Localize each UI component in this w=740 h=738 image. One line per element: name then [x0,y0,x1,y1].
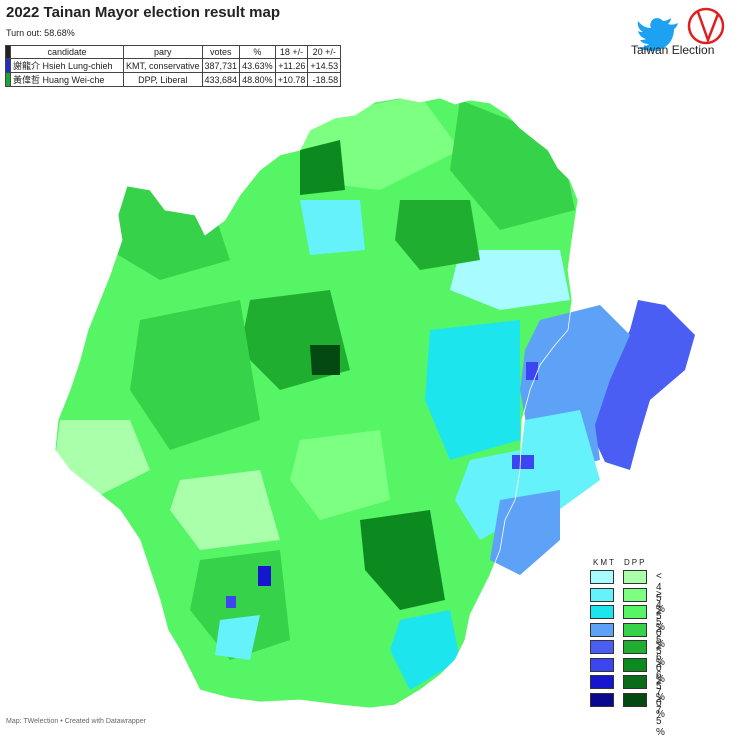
legend-label: ≥ 6 5 % [656,658,666,703]
city-kmt-district-d [526,362,538,380]
legend-dpp-swatch [623,640,647,654]
legend-dpp-swatch [623,657,647,672]
legend-kmt-header: KMT [593,558,616,567]
results-header-row: candidate pary votes % 18 +/- 20 +/- [5,45,342,59]
east-mountain-region [590,300,695,470]
legend-kmt-swatch [590,657,614,672]
legend-kmt-swatch [590,605,614,619]
brand-logo [636,7,725,51]
map-regions [55,98,578,708]
legend-dpp-swatch [623,587,647,602]
ballot-check-icon [687,7,725,45]
city-kmt-district-a [258,566,271,586]
central-dpp-stronghold [310,345,340,375]
outline [54,97,579,709]
legend-label: ≥ 4 5 % [656,588,666,633]
legend-kmt-swatch [590,570,614,584]
candidate-party: DPP, Liberal [123,72,203,87]
turnout-text: Turn out: 58.68% [6,28,75,38]
candidate-name: 黃偉哲 Huang Wei-che [10,72,124,87]
results-table: candidate pary votes % 18 +/- 20 +/- 謝龍介… [5,45,342,87]
east-southern-kmt-area [490,490,560,575]
brand-label: Taiwan Election [631,43,715,57]
city-kmt-district-c [512,455,534,469]
legend-dpp-swatch [623,570,647,584]
table-row: 謝龍介 Hsieh Lung-chieh KMT, conservative 3… [5,58,342,73]
legend-kmt-swatch [590,692,614,707]
candidate-percent: 48.80% [239,72,276,87]
bird-icon [636,18,678,51]
legend-kmt-swatch [590,622,614,637]
legend-kmt-swatch [590,675,614,689]
legend-kmt-swatch [590,640,614,654]
legend-label: ≥ 7 0 % [656,676,666,720]
table-row: 黃偉哲 Huang Wei-che DPP, Liberal 433,684 4… [5,72,342,87]
legend-label: < 4 5 % [656,571,666,615]
map-title: 2022 Tainan Mayor election result map [6,4,280,21]
credit-footer: Map: TWelection • Created with Datawrapp… [6,718,146,725]
legend-label: ≥ 6 0 % [656,641,666,685]
legend-dpp-swatch [623,622,647,637]
city-kmt-district-b [226,596,236,608]
legend-dpp-swatch [623,675,647,689]
east-kmt-light-area [515,410,600,520]
legend-label: ≥ 7 5 % [656,693,666,738]
legend-kmt-swatch [590,587,614,602]
candidate-change-20: -18.58 [307,72,342,87]
legend-dpp-header: DPP [624,558,647,567]
legend-dpp-swatch [623,605,647,619]
candidate-votes: 433,684 [201,72,241,87]
legend-label: ≥ 5 5 % [656,623,666,668]
legend-dpp-swatch [623,692,647,707]
legend-label: ≥ 5 0 % [656,606,666,650]
